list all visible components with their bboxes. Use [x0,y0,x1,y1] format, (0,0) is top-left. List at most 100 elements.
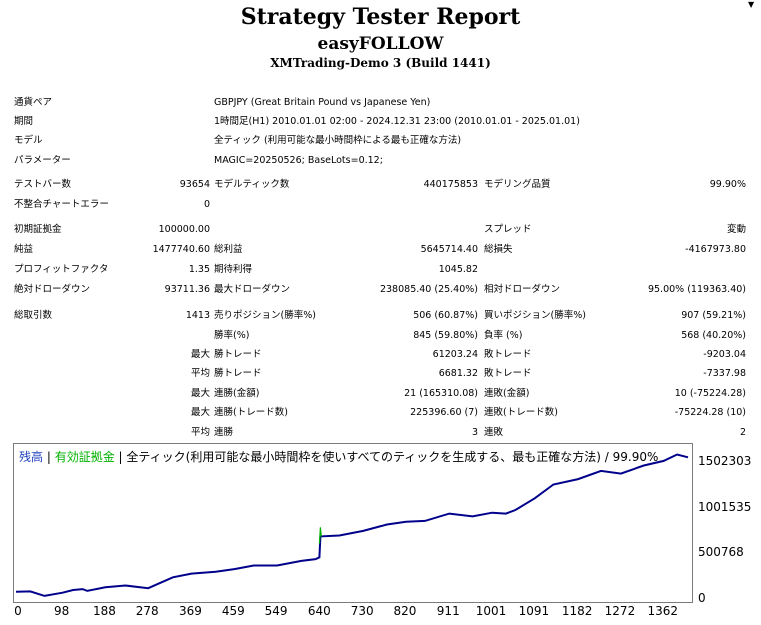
legend-separator: | [43,450,55,464]
ticks-label: モデルティック数 [214,179,290,190]
net-profit-label: 純益 [14,244,34,255]
x-tick-label: 459 [221,604,245,618]
x-tick-label: 1182 [561,604,593,618]
consec-profit-label: 連勝(トレード数) [214,407,288,418]
x-tick-label: 1001 [475,604,507,618]
x-tick-label: 549 [264,604,288,618]
x-tick-label: 911 [436,604,460,618]
avg-consec-loss-label: 連敗 [484,427,504,438]
balance-chart-plot [15,453,689,597]
symbol-value: GBPJPY (Great Britain Pound vs Japanese … [214,97,431,108]
gross-profit-label: 総利益 [214,244,243,255]
quality-value: 99.90% [709,179,746,190]
x-tick-label: 640 [307,604,331,618]
period-value: 1時間足(H1) 2010.01.01 02:00 - 2024.12.31 2… [214,116,580,127]
largest-win-label: 勝トレード [214,349,262,360]
period-label: 期間 [14,116,34,127]
legend-separator: | [114,450,127,464]
x-tick-label: 278 [135,604,159,618]
abs-drawdown-label: 絶対ドローダウン [14,284,91,295]
average-loss-value: -7337.98 [703,368,746,379]
y-tick-label: 0 [698,591,706,605]
x-tick-label: 1272 [604,604,636,618]
x-tick-label: 0 [14,604,22,618]
loss-rate-label: 負率 (%) [484,330,523,341]
win-rate-label: 勝率(%) [214,330,250,341]
legend-balance: 残高 [19,450,44,464]
gross-loss-label: 総損失 [484,244,513,255]
expected-payoff-label: 期待利得 [214,264,253,275]
gross-loss-value: -4167973.80 [685,244,746,255]
balance-line [15,453,689,597]
total-trades-value: 1413 [185,310,210,321]
max-consec-prefix: 最大 [190,388,210,399]
avg-consec-wins-value: 3 [471,427,478,438]
model-value: 全ティック (利用可能な最小時間枠による最も正確な方法) [214,135,462,146]
largest-prefix: 最大 [190,349,210,360]
x-tick-label: 1091 [518,604,550,618]
largest-loss-value: -9203.04 [703,349,746,360]
spread-value: 変動 [726,224,746,235]
win-rate-value: 845 (59.80%) [413,330,478,341]
x-tick-label: 98 [53,604,70,618]
legend-model: 全ティック(利用可能な最小時間枠を使いすべてのティックを生成する、最も正確な方法… [126,450,659,464]
equity-line [318,527,322,544]
mismatch-label: 不整合チャートエラー [14,199,109,210]
legend-equity: 有効証拠金 [54,450,115,464]
net-profit-value: 1477740.60 [152,244,210,255]
bars-label: テストバー数 [14,179,72,190]
long-positions-label: 買いポジション(勝率%) [484,310,586,321]
abs-drawdown-value: 93711.36 [164,284,210,295]
ticks-value: 440175853 [423,179,478,190]
gross-profit-value: 5645714.40 [420,244,478,255]
consec-loss-amount-label: 連敗(金額) [484,388,530,399]
avg-consec-prefix: 平均 [190,427,210,438]
long-positions-value: 907 (59.21%) [681,310,746,321]
balance-chart [13,443,693,603]
deposit-value: 100000.00 [158,224,210,235]
y-tick-label: 1001535 [698,499,752,514]
average-loss-label: 敗トレード [484,368,532,379]
expert-name: easyFOLLOW [317,34,444,54]
quality-label: モデリング品質 [484,179,551,190]
model-label: モデル [14,135,43,146]
max-drawdown-label: 最大ドローダウン [214,284,291,295]
server-build: XMTrading-Demo 3 (Build 1441) [270,56,491,70]
mismatch-value: 0 [203,199,210,210]
short-positions-value: 506 (60.87%) [413,310,478,321]
loss-rate-value: 568 (40.20%) [681,330,746,341]
consec-wins-amount-value: 21 (165310.08) [404,388,478,399]
average-win-label: 勝トレード [214,368,262,379]
parameters-label: パラメーター [14,155,71,166]
rel-drawdown-value: 95.00% (119363.40) [647,284,746,295]
largest-loss-label: 敗トレード [484,349,532,360]
rel-drawdown-label: 相対ドローダウン [484,284,561,295]
y-tick-label: 500768 [698,545,744,560]
profit-factor-label: プロフィットファクタ [14,264,109,275]
collapse-arrow-icon[interactable]: ▼ [748,0,755,9]
bars-value: 93654 [179,179,210,190]
chart-legend: 残高 | 有効証拠金 | 全ティック(利用可能な最小時間枠を使いすべてのティック… [19,448,658,465]
average-prefix: 平均 [190,368,210,379]
avg-consec-wins-label: 連勝 [214,427,234,438]
deposit-label: 初期証拠金 [14,224,62,235]
profit-factor-value: 1.35 [188,264,210,275]
consec-wins-amount-label: 連勝(金額) [214,388,260,399]
spread-label: スプレッド [484,224,532,235]
short-positions-label: 売りポジション(勝率%) [214,310,316,321]
largest-win-value: 61203.24 [432,349,478,360]
max-consec-count-prefix: 最大 [190,407,210,418]
avg-consec-loss-value: 2 [739,427,746,438]
report-title: Strategy Tester Report [240,4,521,30]
parameters-value: MAGIC=20250526; BaseLots=0.12; [214,155,383,166]
symbol-label: 通貨ペア [14,97,53,108]
expected-payoff-value: 1045.82 [438,264,478,275]
x-tick-label: 369 [179,604,202,618]
x-tick-label: 188 [92,604,116,618]
consec-profit-value: 225396.60 (7) [410,407,478,418]
x-tick-label: 820 [393,604,417,618]
consec-loss-amount-value: 10 (-75224.28) [674,388,746,399]
max-drawdown-value: 238085.40 (25.40%) [379,284,478,295]
x-tick-label: 730 [350,604,374,618]
total-trades-label: 総取引数 [14,310,53,321]
